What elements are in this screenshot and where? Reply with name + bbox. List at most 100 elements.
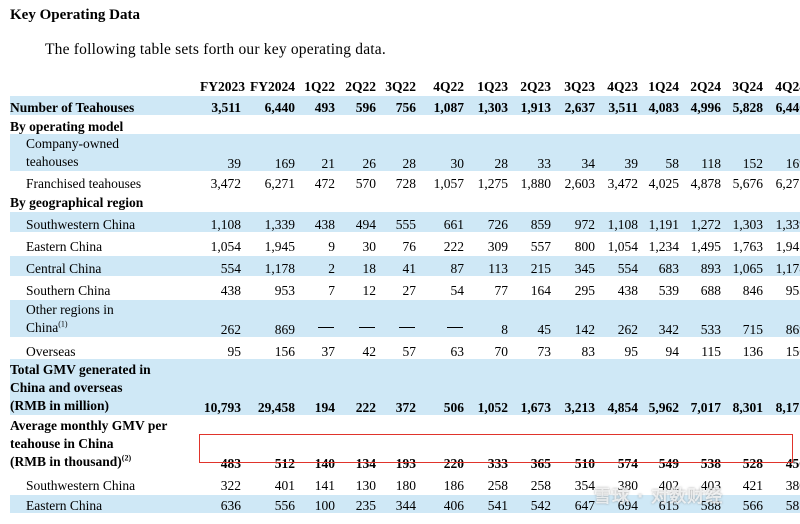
table-cell: 6,440 [244, 96, 298, 115]
table-cell: 953 [244, 276, 298, 299]
col-header: 2Q24 [690, 79, 721, 94]
dash-mark [359, 327, 375, 328]
table-cell: 42 [338, 337, 379, 359]
table-cell: 2,637 [554, 96, 598, 115]
table-cell [598, 191, 641, 211]
table-cell: 1,087 [419, 96, 467, 115]
footnote-marker: (1) [58, 319, 68, 329]
table-cell: 557 [511, 232, 554, 255]
table-cell: 12 [338, 276, 379, 299]
table-cell: 7,017 [682, 359, 724, 415]
table-row: Overseas95156374257637073839594115136156 [10, 337, 800, 359]
table-cell: 541 [467, 493, 511, 513]
table-cell: 118 [682, 134, 724, 171]
table-cell: 6,271 [775, 176, 800, 191]
table-cell: 295 [554, 276, 598, 299]
table-cell: 220 [443, 456, 464, 471]
table-cell: 354 [554, 471, 598, 494]
table-cell: 45 [511, 298, 554, 338]
table-row: Central China 554 1,178 2 18 41 87 113 215 345 554… [10, 254, 800, 277]
table-cell: 194 [298, 359, 338, 415]
table-cell: 574 [617, 456, 638, 471]
table-cell: 380 [766, 471, 800, 494]
table-cell [379, 191, 419, 211]
table-cell [511, 191, 554, 211]
table-cell: 1,272 [682, 210, 724, 233]
table-cell: 33 [511, 134, 554, 171]
table-cell: 1,913 [511, 96, 554, 115]
table-cell: 539 [641, 276, 682, 299]
table-cell: 258 [511, 471, 554, 494]
table-cell: 30 [338, 232, 379, 255]
table-cell: 756 [379, 96, 419, 115]
table-cell: 512 [274, 456, 295, 471]
table-cell: 186 [419, 471, 467, 494]
table-cell: 3,511 [200, 96, 244, 115]
table-cell: 554 [598, 254, 641, 277]
col-header: 4Q23 [607, 79, 638, 94]
table-cell [298, 115, 338, 134]
table-cell: 8,301 [724, 359, 766, 415]
footnote-marker: (2) [121, 453, 132, 463]
table-cell: 342 [641, 298, 682, 338]
table-cell: 4,878 [690, 176, 721, 191]
table-cell: 549 [658, 456, 679, 471]
table-cell: 258 [467, 471, 511, 494]
table-cell: 136 [724, 337, 766, 359]
table-cell: 869 [766, 298, 800, 338]
table-cell: 636 [200, 493, 244, 513]
table-cell: 1,108 [598, 210, 641, 233]
col-header: FY2024 [250, 79, 295, 94]
table-cell: 83 [554, 337, 598, 359]
table-cell: 506 [419, 359, 467, 415]
table-cell: 262 [200, 298, 244, 338]
table-cell: 1,339 [766, 210, 800, 233]
table-cell: 688 [682, 276, 724, 299]
table-cell: 37 [298, 337, 338, 359]
col-header: 4Q22 [433, 79, 464, 94]
table-cell: 533 [682, 298, 724, 338]
table-cell: 438 [298, 210, 338, 233]
table-cell: — [298, 298, 338, 338]
table-cell: 26 [338, 134, 379, 171]
table-cell: 556 [244, 493, 298, 513]
table-cell: 1,054 [598, 232, 641, 255]
table-cell: 953 [766, 276, 800, 299]
table-cell: 2 [298, 254, 338, 277]
table-cell: 510 [574, 456, 595, 471]
table-cell: 7 [298, 276, 338, 299]
table-cell: 3,472 [607, 176, 638, 191]
table-cell: 152 [724, 134, 766, 171]
table-cell: 130 [338, 471, 379, 494]
watermark: 雪球 · 对数财经 [594, 487, 724, 507]
table-cell: 1,178 [244, 254, 298, 277]
row-label: Eastern China [10, 493, 200, 513]
table-cell: 54 [419, 276, 467, 299]
table-cell: 134 [355, 456, 376, 471]
row-label: Franchised teahouses [26, 176, 142, 191]
table-cell: 309 [467, 232, 511, 255]
table-cell: 615 [641, 493, 682, 513]
table-cell: 156 [244, 337, 298, 359]
table-row: Southwestern China 1,108 1,339 438 494 555 661… [10, 210, 800, 233]
table-cell: 222 [419, 232, 467, 255]
table-cell [467, 115, 511, 134]
table-cell: 95 [598, 337, 641, 359]
table-cell: 180 [379, 471, 419, 494]
row-label: By geographical region [10, 195, 144, 210]
table-cell: 169 [244, 134, 298, 171]
table-cell: 365 [530, 456, 551, 471]
table-row: Total GMV generated in China and overseas… [10, 359, 800, 415]
table-cell: 587 [766, 493, 800, 513]
table-cell: 10,793 [200, 359, 244, 415]
table-cell: 726 [467, 210, 511, 233]
table-cell: 438 [200, 276, 244, 299]
table-cell: 4,083 [641, 96, 682, 115]
col-header: 3Q22 [385, 79, 416, 94]
table-cell: 472 [314, 176, 335, 191]
table-cell: 728 [395, 176, 416, 191]
table-cell: 406 [419, 493, 467, 513]
col-header: 1Q23 [477, 79, 508, 94]
table-cell: 1,054 [200, 232, 244, 255]
table-cell: 8,177 [766, 359, 800, 415]
